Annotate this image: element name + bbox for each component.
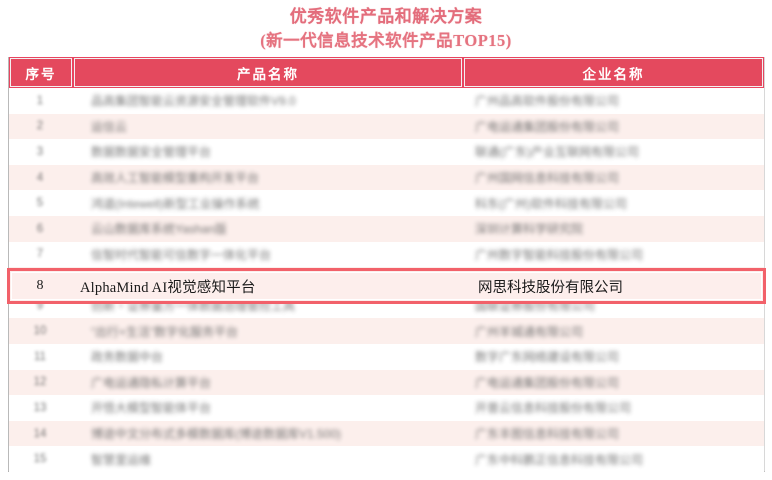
table-row[interactable]: 10 “出行+生活”数字化服务平台 广州羊城通有限公司	[9, 318, 764, 344]
page-title-sub: (新一代信息技术软件产品TOP15)	[260, 31, 512, 50]
cell-index: 14	[33, 427, 47, 440]
cell-product: 开悟大模型智能体平台	[91, 401, 212, 416]
cell-company: 广东中科鹏正信息科技有限公司	[475, 452, 644, 467]
cell-product: 云山数据库系统Yashan版	[91, 222, 227, 237]
cell-company: 广东丰图信息科技有限公司	[475, 427, 620, 442]
cell-index: 10	[33, 325, 47, 338]
table-header-row: 序号 产品名称 企业名称	[9, 57, 764, 88]
cell-index: 5	[36, 197, 44, 210]
cell-product: 鸿道(Intewell)新型工业操作系统	[91, 196, 260, 211]
table-row[interactable]: 5 鸿道(Intewell)新型工业操作系统 科东(广州)软件科技有限公司	[9, 190, 764, 216]
cell-product: 广电运通隐私计算平台	[91, 375, 212, 390]
cell-index: 3	[36, 145, 44, 158]
cell-company: 广州数字智能科技股份有限公司	[475, 247, 644, 262]
cell-index: 15	[33, 453, 47, 466]
cell-company: 广州品高软件股份有限公司	[475, 94, 620, 109]
table-row[interactable]: 1 品高集团智能云资源安全管理软件V9.0 广州品高软件股份有限公司	[9, 88, 764, 114]
highlight-company: 网思科技股份有限公司	[478, 279, 623, 296]
cell-company: 联通(广东)产业互联网有限公司	[475, 145, 639, 160]
cell-index: 2	[36, 120, 44, 133]
table-row[interactable]: 3 数据数据安全管理平台 联通(广东)产业互联网有限公司	[9, 139, 764, 165]
cell-index: 9	[36, 299, 44, 312]
table-row[interactable]: 15 智慧里运维 广东中科鹏正信息科技有限公司	[9, 446, 764, 472]
highlight-product: AlphaMind AI视觉感知平台	[80, 279, 256, 296]
cell-product: 高效人工智能模型重构开发平台	[91, 171, 260, 186]
cell-product: 数据数据安全管理平台	[91, 145, 212, 160]
cell-company: 广电运通集团股份有限公司	[475, 119, 620, 134]
cell-product: 运信云	[91, 119, 128, 134]
cell-company: 科东(广州)软件科技有限公司	[475, 196, 627, 211]
cell-company: 数字广东网络建设有限公司	[475, 350, 620, 365]
cell-product: 智慧里运维	[91, 452, 152, 467]
table-row[interactable]: 14 博途中文分布式多模数据库(博途数据库V1.500) 广东丰图信息科技有限公司	[9, 420, 764, 447]
cell-product: 品高集团智能云资源安全管理软件V9.0	[91, 94, 296, 109]
cell-company: 深圳计算科学研究院	[475, 222, 584, 237]
page-title-block: 优秀软件产品和解决方案 (新一代信息技术软件产品TOP15)	[0, 0, 772, 56]
column-header-company: 企业名称	[464, 58, 763, 87]
highlighted-row-callout[interactable]: 8 AlphaMind AI视觉感知平台 网思科技股份有限公司	[7, 268, 766, 304]
table-row[interactable]: 6 云山数据库系统Yashan版 深圳计算科学研究院	[9, 215, 764, 242]
table-row[interactable]: 11 政务数据中台 数字广东网络建设有限公司	[9, 343, 764, 370]
table-row[interactable]: 12 广电运通隐私计算平台 广电运通集团股份有限公司	[9, 369, 764, 396]
cell-index: 1	[36, 94, 44, 107]
cell-index: 13	[33, 401, 47, 414]
table-row[interactable]: 7 信智时代智能可信数字一体化平台 广州数字智能科技股份有限公司	[9, 241, 764, 268]
cell-index: 4	[36, 171, 44, 184]
column-header-product: 产品名称	[74, 58, 462, 87]
highlight-index: 8	[36, 278, 44, 293]
cell-product: 政务数据中台	[91, 350, 164, 365]
cell-product: 博途中文分布式多模数据库(博途数据库V1.500)	[91, 427, 342, 442]
cell-company: 广州国网信息科技有限公司	[475, 171, 620, 186]
cell-product: “出行+生活”数字化服务平台	[91, 324, 239, 339]
cell-index: 6	[36, 222, 44, 235]
cell-company: 广电运通集团股份有限公司	[475, 375, 620, 390]
page-title-main: 优秀软件产品和解决方案	[289, 7, 483, 26]
cell-index: 7	[36, 248, 44, 261]
awards-table: 序号 产品名称 企业名称 1 品高集团智能云资源安全管理软件V9.0 广州品高软件股…	[7, 57, 766, 472]
cell-company: 广州羊城通有限公司	[475, 324, 584, 339]
table-row[interactable]: 13 开悟大模型智能体平台 开普云信息科技股份有限公司	[9, 395, 764, 421]
cell-company: 开普云信息科技股份有限公司	[475, 401, 632, 416]
column-header-index: 序号	[10, 58, 72, 87]
table-row[interactable]: 2 运信云 广电运通集团股份有限公司	[9, 113, 764, 140]
cell-index: 12	[33, 376, 47, 389]
cell-index: 11	[34, 350, 46, 363]
table-row[interactable]: 4 高效人工智能模型重构开发平台 广州国网信息科技有限公司	[9, 164, 764, 191]
cell-product: 信智时代智能可信数字一体化平台	[91, 247, 272, 262]
